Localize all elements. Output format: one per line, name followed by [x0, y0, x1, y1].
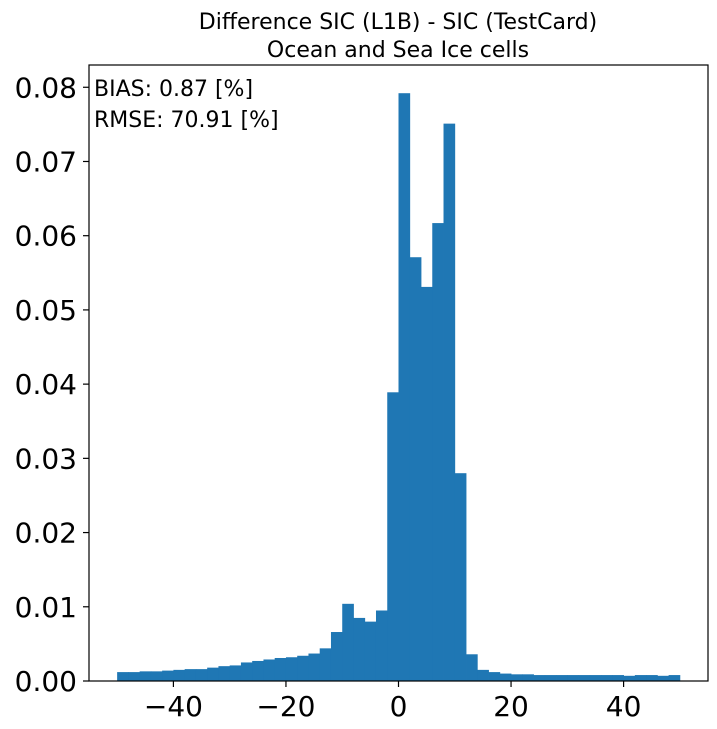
histogram-bar	[150, 671, 163, 681]
chart-title: Difference SIC (L1B) - SIC (TestCard)	[199, 10, 597, 35]
histogram-bar	[488, 672, 501, 681]
histogram-bar	[421, 286, 433, 681]
histogram-bar	[567, 675, 579, 681]
x-tick-label: −40	[144, 690, 203, 723]
histogram-bar	[330, 632, 343, 681]
histogram-bar	[623, 675, 636, 681]
y-tick-label: 0.07	[15, 145, 77, 178]
histogram-bar	[229, 665, 242, 681]
histogram-bar	[117, 672, 129, 681]
histogram-bar	[387, 392, 399, 681]
y-tick-label: 0.03	[15, 442, 77, 475]
histogram-bar	[466, 654, 478, 681]
x-axis: −40 −20 0 20 40	[144, 681, 642, 723]
histogram-bar	[375, 610, 388, 681]
x-tick-label: 20	[493, 690, 529, 723]
y-axis: 0.00 0.01 0.02 0.03 0.04 0.05 0.06 0.07 0.08	[15, 71, 89, 698]
bias-annotation: BIAS: 0.87 [%]	[94, 77, 253, 102]
histogram-bar	[184, 669, 197, 681]
histogram-bar	[240, 662, 253, 681]
histogram-bar	[342, 603, 354, 681]
histogram-bar	[274, 657, 287, 681]
rmse-annotation: RMSE: 70.91 [%]	[94, 108, 279, 133]
histogram-bar	[195, 669, 208, 681]
y-tick-label: 0.02	[15, 517, 77, 550]
histogram-bar	[139, 671, 152, 681]
histogram-bar	[207, 667, 219, 681]
chart-subtitle: Ocean and Sea Ice cells	[267, 38, 529, 63]
bars-group	[117, 93, 681, 682]
histogram-bar	[218, 666, 231, 681]
histogram-bar	[162, 670, 174, 681]
x-tick-label: −20	[256, 690, 315, 723]
histogram-bar	[252, 660, 264, 681]
histogram-bar	[443, 123, 456, 681]
x-tick-label: 40	[606, 690, 642, 723]
histogram-bar	[263, 659, 276, 681]
histogram-bar	[477, 669, 489, 681]
histogram-bar	[578, 675, 591, 681]
histogram-bar	[533, 675, 546, 681]
histogram-bar	[285, 657, 298, 681]
y-tick-label: 0.04	[15, 368, 77, 401]
histogram-bar	[544, 675, 557, 681]
histogram-bar	[128, 672, 141, 681]
y-tick-label: 0.00	[15, 665, 77, 698]
histogram-bar	[668, 675, 681, 681]
histogram-bar	[308, 653, 321, 681]
histogram-bar	[499, 673, 512, 681]
histogram-bar	[173, 669, 186, 681]
histogram-bar	[522, 674, 534, 681]
histogram-bar	[319, 648, 332, 681]
y-tick-label: 0.06	[15, 220, 77, 253]
histogram-bar	[589, 675, 602, 681]
histogram-bar	[432, 223, 444, 682]
histogram-bar	[297, 655, 309, 681]
y-tick-label: 0.08	[15, 71, 77, 104]
histogram-bar	[511, 674, 523, 681]
y-tick-label: 0.01	[15, 591, 77, 624]
x-tick-label: 0	[390, 690, 408, 723]
histogram-bar	[612, 675, 624, 681]
histogram-bar	[634, 675, 647, 681]
y-tick-label: 0.05	[15, 294, 77, 327]
histogram-bar	[646, 675, 658, 681]
histogram-bar	[601, 675, 613, 681]
histogram-bar	[353, 617, 366, 681]
histogram-bar	[657, 675, 670, 681]
histogram-bar	[409, 257, 422, 681]
histogram-bar	[556, 675, 568, 681]
histogram-bar	[454, 473, 467, 681]
histogram-bar	[398, 93, 411, 682]
histogram-bar	[364, 621, 377, 681]
